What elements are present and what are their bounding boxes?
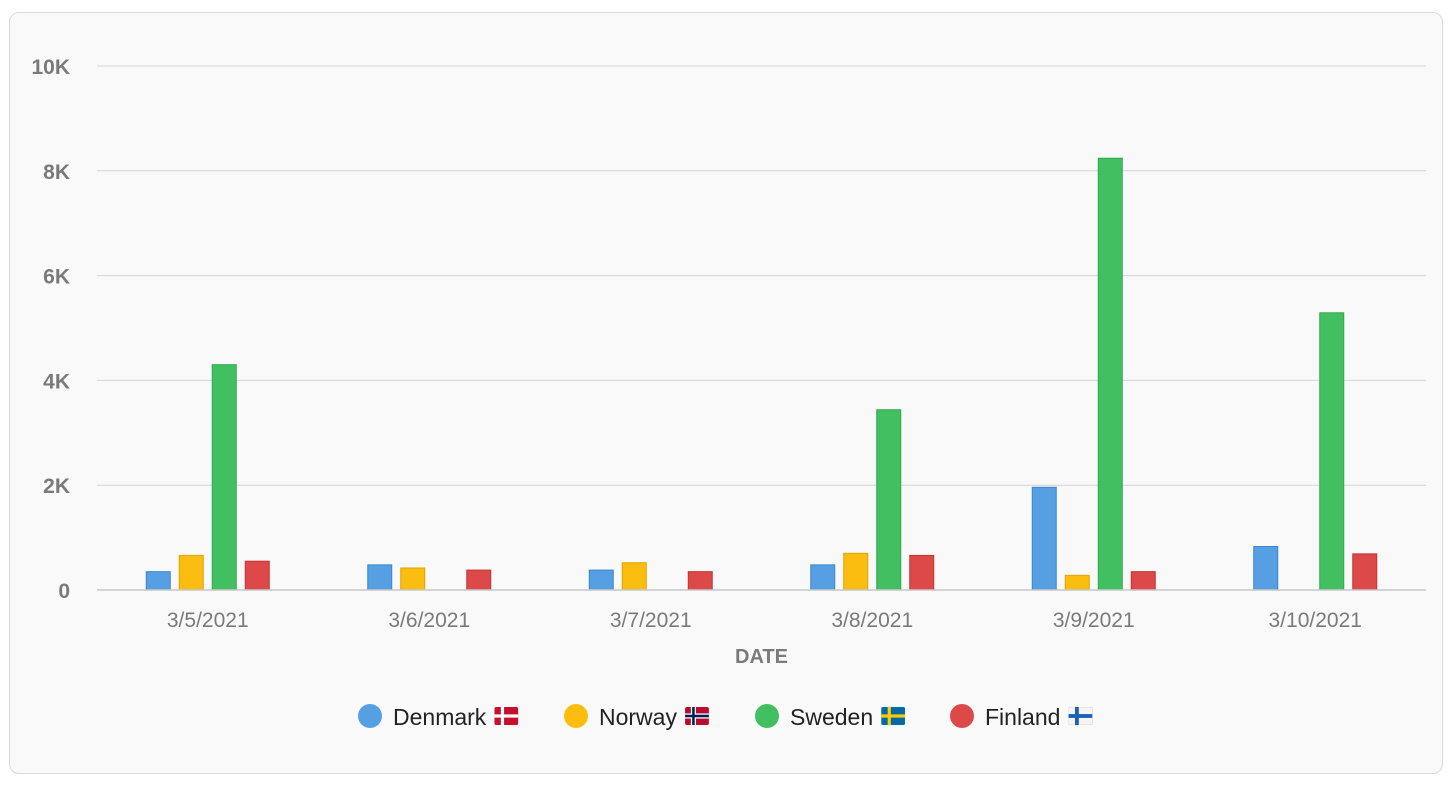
x-axis: 3/5/2021 3/6/2021 3/7/2021 3/8/2021 3/9/2021… xyxy=(167,609,1362,632)
legend-swatch xyxy=(950,704,974,728)
bar-finland-3[interactable] xyxy=(687,571,713,591)
legend-swatch xyxy=(358,704,382,728)
legend-label: Sweden xyxy=(790,704,873,730)
x-tick-label: 3/5/2021 xyxy=(167,609,249,632)
x-axis-title: DATE xyxy=(735,646,788,668)
bar-finland-1[interactable] xyxy=(244,560,270,591)
bar-norway-1[interactable] xyxy=(178,554,204,591)
denmark-flag-icon xyxy=(494,707,519,725)
bar-denmark-6[interactable] xyxy=(1253,546,1279,591)
legend-label: Norway xyxy=(599,704,677,730)
x-tick-label: 3/6/2021 xyxy=(388,609,470,632)
bar-finland-4[interactable] xyxy=(909,554,935,591)
legend-item-finland[interactable]: Finland xyxy=(950,704,1093,730)
bar-denmark-3[interactable] xyxy=(588,569,614,591)
bar-denmark-1[interactable] xyxy=(145,571,171,591)
legend-item-sweden[interactable]: Sweden xyxy=(755,704,906,730)
y-tick-label: 6K xyxy=(43,266,70,289)
y-axis: 0 2K 4K 6K 8K 10K xyxy=(31,56,70,603)
bar-denmark-5[interactable] xyxy=(1031,486,1057,591)
bar-norway-3[interactable] xyxy=(621,562,647,591)
bar-sweden-5[interactable] xyxy=(1097,157,1123,591)
legend-item-norway[interactable]: Norway xyxy=(564,704,709,730)
bar-denmark-4[interactable] xyxy=(810,564,836,591)
x-tick-label: 3/7/2021 xyxy=(610,609,692,632)
bar-sweden-4[interactable] xyxy=(876,409,902,591)
x-tick-label: 3/9/2021 xyxy=(1053,609,1135,632)
legend: Denmark Norway Sweden Finland xyxy=(358,704,1093,730)
norway-flag-icon xyxy=(685,707,709,725)
gridlines xyxy=(97,65,1426,486)
y-tick-label: 0 xyxy=(58,580,70,603)
legend-swatch xyxy=(755,704,779,728)
y-tick-label: 2K xyxy=(43,475,70,498)
y-tick-label: 4K xyxy=(43,370,70,393)
legend-swatch xyxy=(564,704,588,728)
y-tick-label: 10K xyxy=(31,56,70,79)
bar-finland-5[interactable] xyxy=(1130,571,1156,591)
legend-label: Denmark xyxy=(393,704,487,730)
x-tick-label: 3/8/2021 xyxy=(831,609,913,632)
bar-norway-5[interactable] xyxy=(1064,574,1090,591)
finland-flag-icon xyxy=(1068,707,1093,725)
legend-label: Finland xyxy=(985,704,1060,730)
sweden-flag-icon xyxy=(881,707,906,725)
bar-norway-4[interactable] xyxy=(843,552,869,591)
bar-denmark-2[interactable] xyxy=(367,564,393,591)
bar-finland-6[interactable] xyxy=(1352,553,1378,591)
bar-finland-2[interactable] xyxy=(466,569,492,591)
bars xyxy=(145,157,1378,591)
y-tick-label: 8K xyxy=(43,161,70,184)
bar-sweden-1[interactable] xyxy=(211,364,237,591)
bar-sweden-6[interactable] xyxy=(1319,312,1345,591)
x-tick-label: 3/10/2021 xyxy=(1269,609,1362,632)
chart-card xyxy=(9,12,1443,774)
legend-item-denmark[interactable]: Denmark xyxy=(358,704,519,730)
bar-norway-2[interactable] xyxy=(400,567,426,591)
